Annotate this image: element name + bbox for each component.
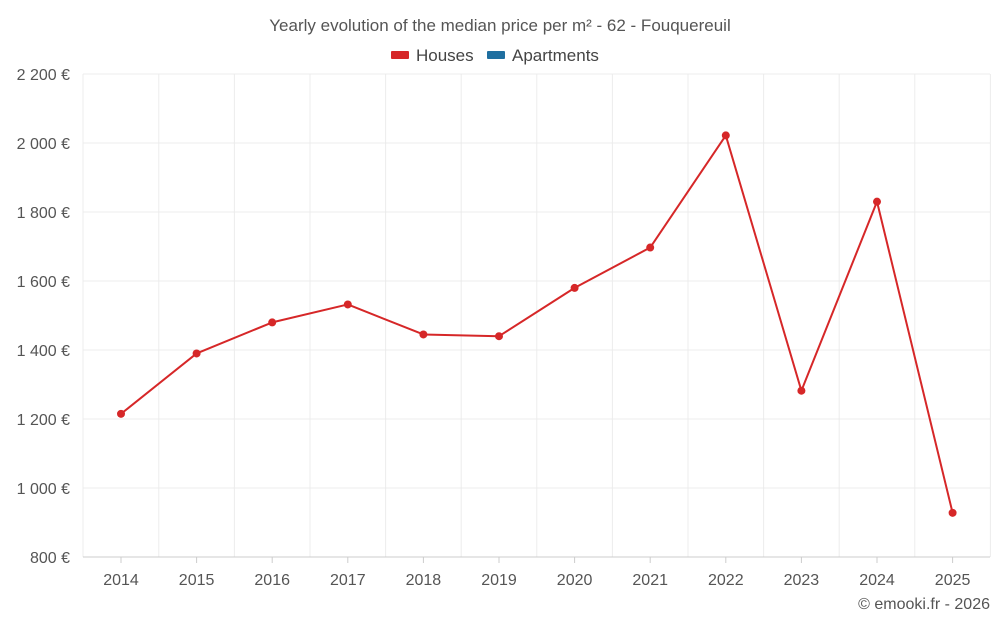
y-tick-label: 2 200 € — [17, 67, 70, 84]
x-tick-label: 2024 — [859, 572, 895, 589]
legend-item-houses[interactable]: Houses — [391, 46, 474, 65]
x-tick-label: 2022 — [708, 572, 744, 589]
data-point[interactable] — [117, 409, 125, 418]
x-tick-label: 2020 — [557, 572, 593, 589]
x-tick-label: 2014 — [103, 572, 139, 589]
y-tick-label: 800 € — [30, 550, 70, 567]
y-tick-label: 1 000 € — [17, 481, 70, 498]
x-tick-label: 2023 — [784, 572, 820, 589]
legend-swatch-apartments — [487, 51, 505, 59]
y-tick-label: 1 200 € — [17, 412, 70, 429]
y-tick-label: 1 400 € — [17, 343, 70, 360]
y-tick-label: 2 000 € — [17, 136, 70, 153]
x-axis: 2014 2015 2016 2017 2018 2019 2020 2021 2022 2023… — [83, 556, 990, 589]
x-tick-label: 2016 — [254, 572, 290, 589]
data-point[interactable] — [495, 332, 503, 341]
x-tick-label: 2015 — [179, 572, 215, 589]
x-tick-label: 2025 — [935, 572, 971, 589]
data-point[interactable] — [192, 349, 201, 358]
x-tick-label: 2017 — [330, 572, 366, 589]
data-point[interactable] — [646, 243, 655, 252]
legend-label-houses: Houses — [416, 46, 474, 65]
y-axis: 800 € 1 000 € 1 200 € 1 400 € 1 600 € 1 800 €… — [17, 67, 70, 567]
series-line-houses — [120, 134, 954, 514]
data-point[interactable] — [797, 386, 806, 395]
data-point[interactable] — [948, 508, 957, 517]
credit-text: © emooki.fr - 2026 — [858, 596, 990, 613]
legend-swatch-houses — [391, 51, 409, 59]
data-point[interactable] — [721, 131, 730, 140]
legend: Houses Apartments — [391, 46, 599, 65]
y-tick-label: 1 800 € — [17, 205, 70, 222]
x-tick-label: 2021 — [632, 572, 668, 589]
data-point[interactable] — [419, 330, 428, 339]
legend-label-apartments: Apartments — [512, 46, 599, 65]
data-point[interactable] — [570, 283, 579, 292]
series-houses — [117, 131, 957, 517]
y-tick-label: 1 600 € — [17, 274, 70, 291]
x-tick-label: 2018 — [406, 572, 442, 589]
x-tick-label: 2019 — [481, 572, 517, 589]
data-point[interactable] — [268, 318, 277, 327]
data-point[interactable] — [873, 197, 881, 206]
chart-title: Yearly evolution of the median price per… — [269, 16, 730, 35]
gridlines — [82, 73, 991, 557]
legend-item-apartments[interactable]: Apartments — [487, 46, 599, 65]
data-point[interactable] — [343, 300, 352, 309]
